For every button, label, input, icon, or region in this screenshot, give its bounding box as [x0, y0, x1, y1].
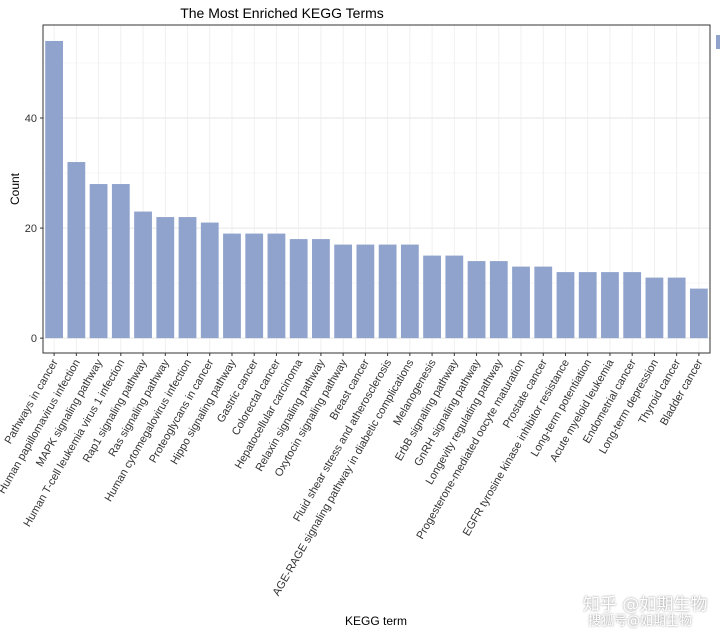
bar [645, 277, 664, 339]
y-axis-label: Count [8, 172, 22, 205]
bar [601, 272, 619, 339]
bar [534, 266, 553, 339]
bar [556, 272, 575, 339]
bar [67, 162, 86, 339]
legend-key [716, 35, 720, 49]
bar [111, 184, 130, 339]
bar [312, 239, 330, 339]
bar [356, 244, 375, 339]
chart-title: The Most Enriched KEGG Terms [180, 5, 384, 21]
bar [578, 272, 597, 339]
x-axis-label: KEGG term [345, 614, 407, 628]
bar [445, 255, 464, 339]
bar [378, 244, 397, 339]
bar [223, 233, 241, 339]
y-tick-label: 20 [25, 223, 37, 235]
plot-panel [43, 25, 710, 353]
bar [667, 277, 686, 339]
bar [489, 261, 508, 339]
bar [134, 211, 152, 339]
bar [689, 288, 708, 339]
bar [200, 222, 219, 339]
plot-panel-border [42, 24, 711, 354]
bar [89, 184, 108, 339]
bar [245, 233, 264, 339]
bar [45, 40, 64, 339]
bar [289, 239, 308, 339]
watermark-sohu: 搜狐号@如期生物 [588, 614, 693, 629]
bar [178, 217, 197, 339]
bar [467, 261, 486, 339]
bar [423, 255, 441, 339]
y-tick-label: 0 [31, 333, 37, 345]
bar [512, 266, 530, 339]
bar [334, 244, 353, 339]
y-tick-label: 40 [25, 113, 37, 125]
bar [623, 272, 642, 339]
bar [156, 217, 175, 339]
bar [400, 244, 419, 339]
watermark-zhihu: 知乎 @如期生物 [583, 595, 708, 615]
bar [267, 233, 286, 339]
